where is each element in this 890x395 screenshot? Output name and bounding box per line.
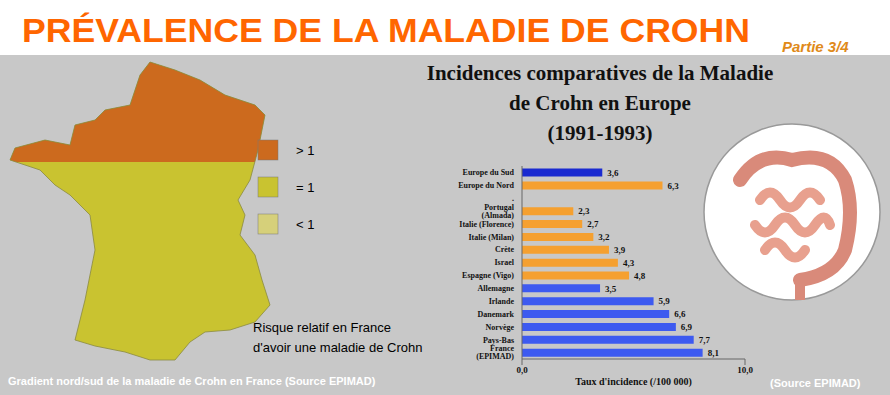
svg-text:3,5: 3,5: [605, 284, 617, 294]
svg-text:Risque relatif en France: Risque relatif en France: [253, 320, 391, 335]
svg-text:Europe du Nord: Europe du Nord: [458, 181, 514, 190]
svg-text:4,8: 4,8: [634, 271, 646, 281]
svg-text:Allemagne: Allemagne: [478, 284, 515, 293]
svg-text:Norvège: Norvège: [486, 323, 515, 332]
svg-text:3,9: 3,9: [614, 245, 626, 255]
svg-text:10,0: 10,0: [737, 365, 753, 375]
svg-text:(1991-1993): (1991-1993): [548, 121, 653, 145]
svg-text:d'avoir une maladie de Crohn: d'avoir une maladie de Crohn: [253, 340, 422, 355]
svg-text:Taux d'incidence (/100 000): Taux d'incidence (/100 000): [575, 376, 692, 388]
svg-text:(Source EPIMAD): (Source EPIMAD): [770, 377, 861, 389]
svg-text:.: .: [512, 194, 514, 203]
svg-text:Danemark: Danemark: [478, 310, 515, 319]
svg-text:Italie (Florence): Italie (Florence): [459, 220, 514, 229]
svg-text:< 1: < 1: [296, 217, 314, 232]
svg-text:2,3: 2,3: [578, 206, 590, 216]
svg-text:7,7: 7,7: [699, 335, 711, 345]
svg-text:Espagne (Vigo): Espagne (Vigo): [462, 271, 514, 280]
svg-text:6,3: 6,3: [667, 181, 679, 191]
svg-text:Gradient nord/sud de la maladi: Gradient nord/sud de la maladie de Crohn…: [8, 375, 376, 387]
svg-text:8,1: 8,1: [708, 348, 720, 358]
svg-text:Irlande: Irlande: [489, 297, 515, 306]
svg-text:Portugal(Almada): Portugal(Almada): [482, 203, 515, 220]
svg-text:PRÉVALENCE DE LA MALADIE DE CR: PRÉVALENCE DE LA MALADIE DE CROHN: [22, 12, 750, 49]
svg-text:6,6: 6,6: [674, 309, 686, 319]
svg-text:Pays-Bas: Pays-Bas: [483, 336, 514, 345]
svg-text:Israel: Israel: [494, 258, 514, 267]
svg-text:France(EPIMAD): France(EPIMAD): [476, 344, 514, 361]
svg-text:Partie 3/4: Partie 3/4: [782, 38, 849, 55]
svg-text:Europe du Sud: Europe du Sud: [463, 168, 515, 177]
svg-text:= 1: = 1: [296, 180, 314, 195]
svg-text:Italie (Milan): Italie (Milan): [468, 233, 514, 242]
svg-text:4,3: 4,3: [623, 258, 635, 268]
svg-text:Crète: Crète: [495, 245, 515, 254]
svg-text:3,6: 3,6: [607, 168, 619, 178]
svg-text:Incidences comparatives de la: Incidences comparatives de la Maladie: [427, 61, 773, 85]
svg-text:5,9: 5,9: [659, 296, 671, 306]
svg-text:6,9: 6,9: [681, 322, 693, 332]
svg-text:> 1: > 1: [296, 143, 314, 158]
svg-text:0,0: 0,0: [516, 365, 528, 375]
svg-text:2,7: 2,7: [587, 219, 599, 229]
svg-text:de Crohn en Europe: de Crohn en Europe: [509, 91, 691, 115]
svg-text:3,2: 3,2: [598, 232, 610, 242]
